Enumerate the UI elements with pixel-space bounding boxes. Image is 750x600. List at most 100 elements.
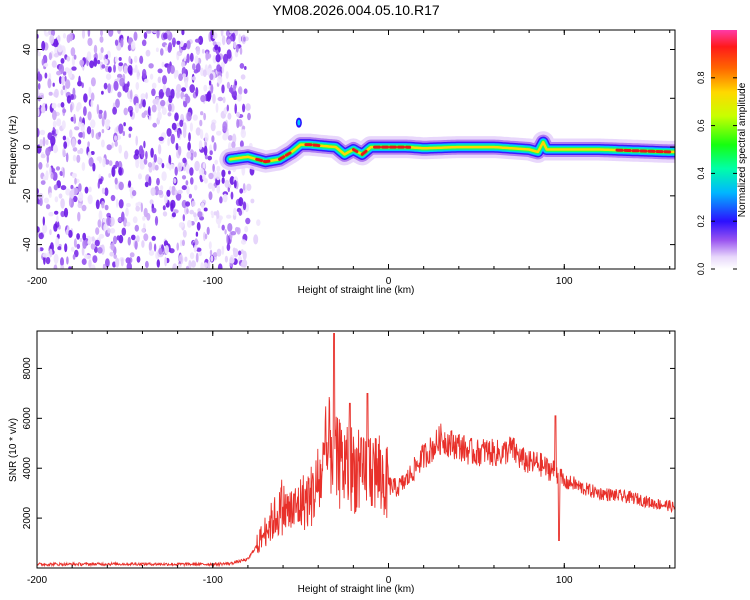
noise-blob <box>48 91 53 96</box>
noise-blob <box>126 221 131 227</box>
noise-blob <box>236 111 241 118</box>
noise-blob <box>189 84 195 93</box>
noise-blob <box>55 237 60 248</box>
noise-blob <box>80 122 85 133</box>
noise-blob <box>198 140 203 150</box>
noise-blob <box>152 161 156 171</box>
noise-blob <box>178 73 184 81</box>
noise-blob <box>217 75 223 85</box>
noise-blob <box>157 102 162 112</box>
noise-blob <box>210 122 216 132</box>
noise-blob <box>146 30 152 34</box>
noise-blob <box>202 174 206 181</box>
noise-blob <box>148 250 155 256</box>
noise-blob <box>179 119 184 128</box>
noise-blob <box>37 226 40 233</box>
noise-blob <box>82 131 86 140</box>
noise-blob <box>181 87 187 92</box>
noise-blob <box>209 73 214 81</box>
noise-blob <box>73 238 77 248</box>
noise-blob <box>204 132 209 143</box>
noise-blob <box>165 87 171 98</box>
noise-blob <box>81 82 84 89</box>
noise-blob <box>242 259 248 268</box>
noise-blob <box>170 133 175 145</box>
noise-blob <box>242 201 247 211</box>
noise-blob <box>242 103 246 113</box>
noise-blob <box>60 257 64 267</box>
noise-blob <box>185 180 189 186</box>
noise-blob <box>211 135 215 143</box>
noise-blob <box>105 73 112 80</box>
noise-blob <box>118 57 122 61</box>
noise-blob <box>111 142 114 149</box>
noise-blob <box>199 174 203 181</box>
noise-blob <box>108 173 112 178</box>
noise-blob <box>175 91 181 99</box>
noise-blob <box>143 158 148 165</box>
noise-blob <box>110 194 116 202</box>
noise-blob <box>142 99 146 108</box>
spectrogram-x-axis: -200 -100 0 100 <box>27 30 671 287</box>
noise-blob <box>204 233 208 240</box>
noise-blob <box>184 80 188 89</box>
figure-title: YM08.2026.004.05.10.R17 <box>272 2 440 18</box>
noise-blob <box>114 135 118 141</box>
noise-blob <box>123 107 128 116</box>
noise-blob <box>224 255 228 263</box>
x-tick-label: 0 <box>386 575 392 586</box>
noise-blob <box>129 109 133 117</box>
noise-blob <box>238 86 243 96</box>
noise-blob <box>246 183 252 191</box>
noise-blob <box>220 61 225 68</box>
noise-blob <box>193 69 199 74</box>
noise-blob <box>231 141 236 149</box>
noise-blob <box>129 252 135 258</box>
noise-blob <box>87 194 93 205</box>
noise-blob <box>60 102 65 108</box>
noise-blob <box>245 217 251 225</box>
noise-blob <box>60 265 65 269</box>
noise-blob <box>166 189 171 197</box>
noise-blob <box>103 59 109 65</box>
noise-blob <box>108 160 113 166</box>
colorbar-label: Normalized spectral amplitude <box>737 82 748 217</box>
noise-blob <box>208 241 212 250</box>
noise-blob <box>92 255 98 263</box>
noise-blob <box>82 239 87 249</box>
noise-blob <box>140 149 145 159</box>
noise-blob <box>97 181 101 189</box>
noise-blob <box>144 78 149 84</box>
noise-blob <box>70 94 74 100</box>
noise-blob <box>133 55 138 63</box>
noise-blob <box>101 90 104 95</box>
noise-blob <box>239 140 244 148</box>
noise-blob <box>153 153 157 163</box>
noise-blob <box>115 257 120 268</box>
spectrogram-ridge <box>219 117 675 173</box>
noise-blob <box>190 177 194 185</box>
noise-blob <box>196 247 202 252</box>
y-tick-label: 2000 <box>22 507 33 530</box>
noise-blob <box>184 256 188 262</box>
x-tick-label: -200 <box>27 276 47 287</box>
noise-blob <box>221 35 226 46</box>
noise-blob <box>238 209 243 216</box>
noise-blob <box>168 154 172 166</box>
noise-blob <box>134 224 139 232</box>
noise-blob <box>148 115 152 121</box>
noise-blob <box>48 192 52 198</box>
noise-blob <box>68 266 72 269</box>
noise-blob <box>71 138 76 149</box>
noise-blob <box>156 259 160 268</box>
noise-blob <box>118 181 124 191</box>
noise-blob <box>250 198 255 204</box>
noise-blob <box>228 170 231 175</box>
noise-blob <box>37 127 40 138</box>
colorbar-tick-label: 0.4 <box>696 167 706 180</box>
noise-blob <box>107 228 111 234</box>
noise-blob <box>123 122 126 127</box>
noise-blob <box>70 103 73 113</box>
noise-blob <box>151 88 156 97</box>
noise-blob <box>81 258 87 266</box>
